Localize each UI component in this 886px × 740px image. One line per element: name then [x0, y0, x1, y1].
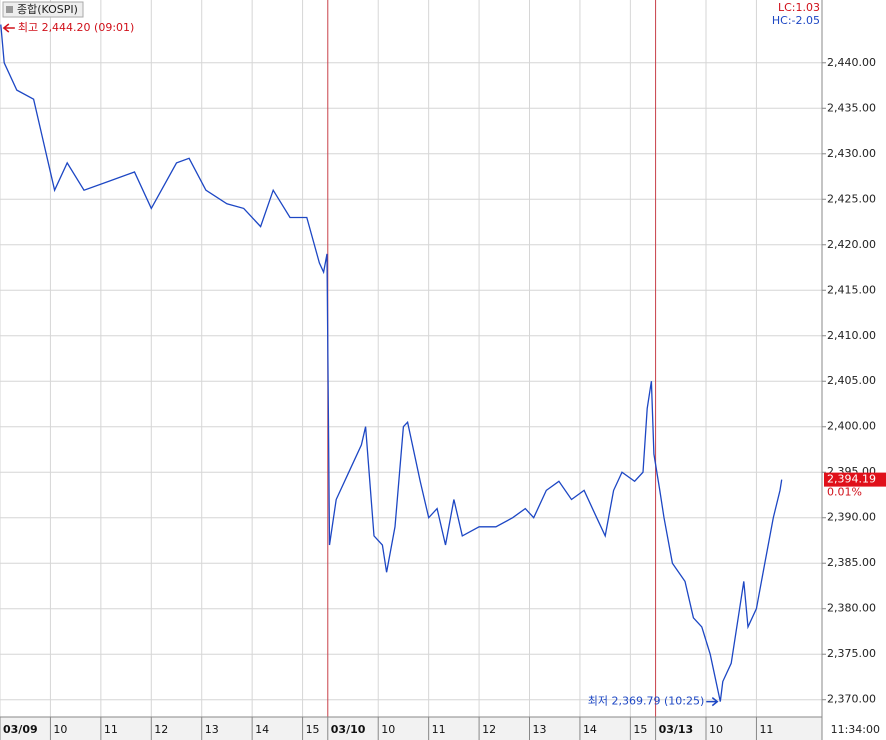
y-tick-label: 2,375.00: [827, 647, 876, 660]
x-tick-label: 14: [583, 723, 597, 736]
y-tick-label: 2,425.00: [827, 192, 876, 205]
x-tick-label: 12: [154, 723, 168, 736]
x-tick-label: 13: [533, 723, 547, 736]
high-arrow: [2, 23, 15, 33]
current-change: 0.01%: [827, 486, 862, 499]
lc-label: LC:1.03: [778, 1, 820, 14]
x-tick-label: 03/09: [3, 723, 38, 736]
y-tick-label: 2,440.00: [827, 56, 876, 69]
y-tick-label: 2,430.00: [827, 147, 876, 160]
x-tick-label: 14: [255, 723, 269, 736]
y-tick-label: 2,405.00: [827, 374, 876, 387]
y-tick-label: 2,400.00: [827, 420, 876, 433]
current-time: 11:34:00: [831, 723, 880, 736]
title-box: [2, 1, 84, 18]
high-annotation: 최고 2,444.20 (09:01): [18, 21, 135, 34]
x-tick-label: 03/13: [659, 723, 694, 736]
x-tick-label: 12: [482, 723, 496, 736]
x-tick-label: 10: [709, 723, 723, 736]
low-arrow: [706, 697, 719, 707]
y-tick-label: 2,380.00: [827, 602, 876, 615]
y-tick-label: 2,385.00: [827, 556, 876, 569]
x-tick-label: 11: [432, 723, 446, 736]
y-tick-label: 2,415.00: [827, 283, 876, 296]
y-tick-label: 2,410.00: [827, 329, 876, 342]
low-annotation: 최저 2,369.79 (10:25): [588, 695, 705, 708]
x-tick-label: 11: [104, 723, 118, 736]
x-tick-label: 11: [759, 723, 773, 736]
y-tick-label: 2,435.00: [827, 101, 876, 114]
price-line: [0, 24, 783, 702]
x-tick-label: 13: [205, 723, 219, 736]
chart-title: 종합(KOSPI): [17, 3, 78, 16]
title-icon: [6, 6, 13, 13]
x-tick-label: 15: [306, 723, 320, 736]
hc-label: HC:-2.05: [772, 14, 820, 27]
y-tick-label: 2,370.00: [827, 693, 876, 706]
x-axis-strip: [0, 717, 822, 740]
y-tick-label: 2,390.00: [827, 511, 876, 524]
x-tick-label: 10: [381, 723, 395, 736]
x-tick-label: 03/10: [331, 723, 366, 736]
current-price: 2,394.19: [827, 473, 876, 486]
current-price-box: [824, 472, 886, 487]
y-tick-label: 2,420.00: [827, 238, 876, 251]
x-tick-label: 10: [53, 723, 67, 736]
x-tick-label: 15: [633, 723, 647, 736]
